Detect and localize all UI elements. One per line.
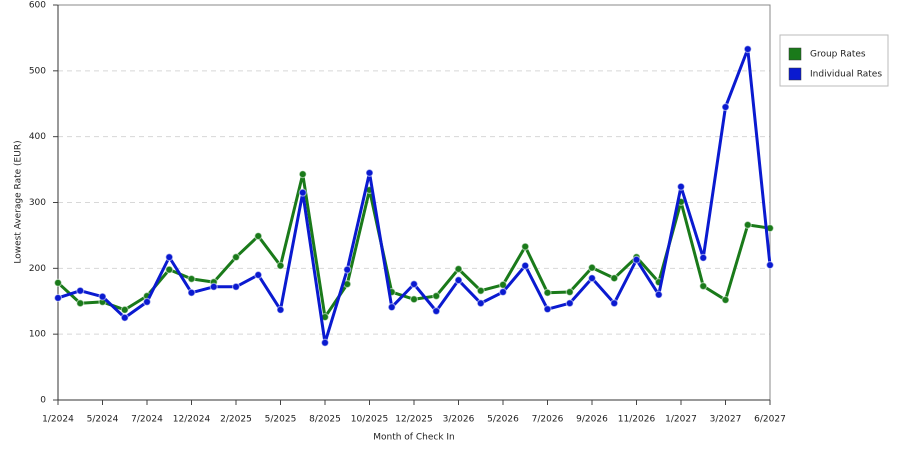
point	[587, 274, 597, 283]
x-tick-label: 5/2026	[487, 415, 519, 425]
x-tick-label: 12/2024	[173, 415, 211, 425]
x-axis-label: Month of Check In	[373, 433, 455, 443]
point	[165, 253, 174, 262]
point	[676, 182, 686, 191]
legend-label: Group Rates	[810, 50, 866, 60]
y-tick-label: 200	[29, 264, 46, 274]
y-tick-label: 500	[29, 66, 46, 76]
x-tick-label: 12/2025	[395, 415, 432, 425]
point	[254, 231, 263, 241]
point	[765, 260, 775, 270]
y-tick-label: 300	[29, 198, 46, 208]
point	[387, 303, 396, 312]
point	[53, 278, 63, 287]
x-tick-label: 5/2025	[265, 415, 297, 425]
x-tick-label: 6/2027	[754, 415, 786, 425]
x-tick-label: 5/2024	[87, 415, 119, 425]
point	[454, 264, 463, 274]
point	[209, 282, 218, 291]
point	[743, 45, 752, 54]
point	[320, 338, 330, 347]
legend-swatch	[788, 47, 802, 61]
point	[120, 305, 129, 314]
y-tick-label: 0	[40, 396, 46, 406]
point	[53, 293, 63, 303]
x-tick-label: 8/2025	[309, 415, 341, 425]
point	[409, 295, 419, 304]
point	[654, 290, 663, 299]
point	[409, 280, 419, 289]
y-axis-label: Lowest Average Rate (EUR)	[14, 140, 24, 263]
legend-swatch	[788, 67, 802, 81]
point	[165, 265, 174, 274]
point	[98, 292, 107, 301]
point	[276, 261, 285, 270]
point	[298, 170, 307, 179]
point	[610, 274, 619, 283]
point	[276, 305, 285, 314]
x-tick-label: 3/2027	[710, 415, 742, 425]
x-tick-label: 2/2025	[220, 415, 252, 425]
point	[476, 299, 485, 308]
point	[454, 276, 463, 285]
point	[743, 220, 752, 229]
point	[721, 102, 730, 112]
point	[699, 282, 708, 291]
point	[565, 299, 574, 308]
x-tick-label: 3/2026	[443, 415, 475, 425]
point	[521, 242, 530, 251]
point	[432, 307, 441, 316]
x-tick-label: 7/2026	[532, 415, 564, 425]
point	[76, 299, 85, 308]
point	[142, 297, 152, 307]
point	[231, 282, 241, 291]
legend-label: Individual Rates	[810, 70, 882, 80]
point	[476, 286, 485, 295]
x-tick-label: 9/2026	[576, 415, 608, 425]
point	[565, 287, 574, 297]
point	[76, 286, 85, 295]
x-tick-label: 11/2026	[618, 415, 656, 425]
x-tick-label: 10/2025	[351, 415, 388, 425]
point	[587, 263, 597, 272]
point	[721, 295, 730, 305]
point	[543, 305, 552, 314]
y-tick-label: 400	[29, 132, 46, 142]
x-tick-label: 1/2027	[665, 415, 697, 425]
x-tick-label: 7/2024	[131, 415, 163, 425]
point	[521, 261, 530, 270]
point	[543, 288, 552, 297]
point	[120, 313, 129, 322]
point	[343, 265, 352, 274]
point	[432, 291, 441, 301]
point	[231, 253, 241, 262]
point	[298, 188, 307, 197]
x-tick-label: 1/2024	[42, 415, 74, 425]
y-tick-label: 100	[29, 330, 46, 340]
point	[187, 274, 196, 283]
point	[610, 299, 619, 308]
y-tick-label: 600	[29, 1, 46, 11]
point	[632, 255, 641, 264]
point	[254, 270, 263, 280]
point	[365, 168, 374, 177]
point	[498, 287, 508, 297]
point	[699, 253, 708, 262]
point	[187, 288, 196, 297]
